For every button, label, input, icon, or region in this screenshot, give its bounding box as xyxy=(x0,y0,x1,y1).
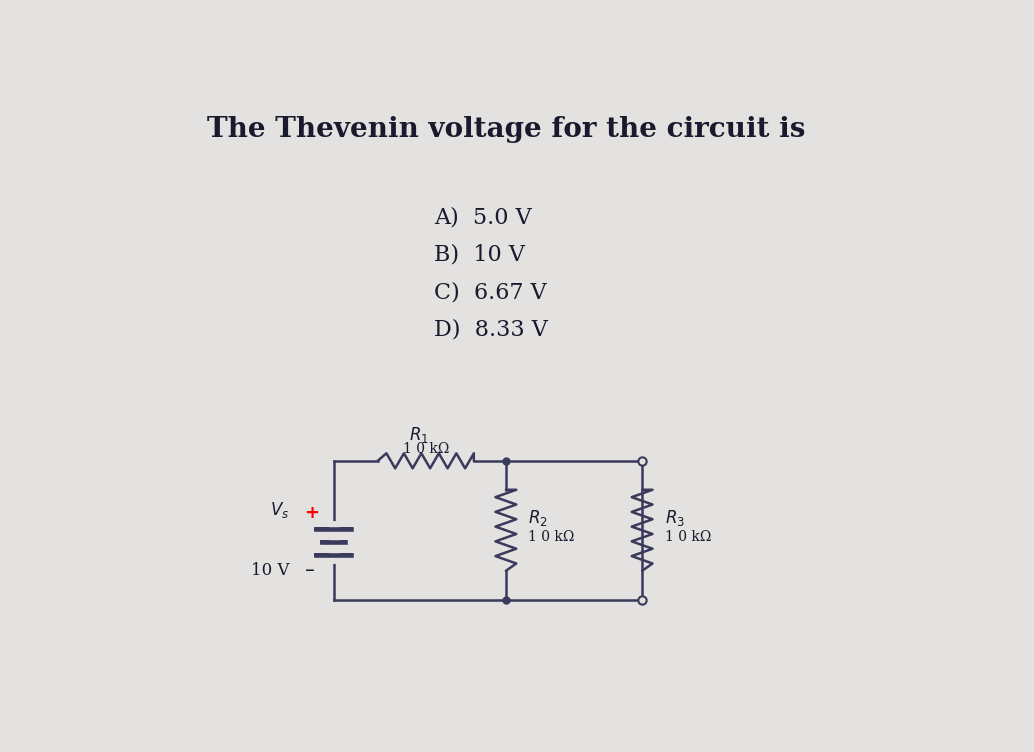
Text: $V_s$: $V_s$ xyxy=(270,500,290,520)
Text: The Thevenin voltage for the circuit is: The Thevenin voltage for the circuit is xyxy=(207,117,805,144)
Text: 10 V: 10 V xyxy=(251,562,290,579)
Text: A)  5.0 V: A) 5.0 V xyxy=(434,206,531,228)
Text: –: – xyxy=(305,561,314,581)
Text: B)  10 V: B) 10 V xyxy=(434,244,525,265)
Text: D)  8.33 V: D) 8.33 V xyxy=(434,319,548,341)
Text: C)  6.67 V: C) 6.67 V xyxy=(434,281,547,303)
Text: +: + xyxy=(304,504,318,522)
Text: 1 0 kΩ: 1 0 kΩ xyxy=(402,442,449,456)
Text: $R_3$: $R_3$ xyxy=(665,508,685,528)
Text: 1 0 kΩ: 1 0 kΩ xyxy=(665,530,711,544)
Text: 1 0 kΩ: 1 0 kΩ xyxy=(528,530,575,544)
Text: $R_2$: $R_2$ xyxy=(528,508,548,528)
Text: $R_1$: $R_1$ xyxy=(409,425,429,444)
